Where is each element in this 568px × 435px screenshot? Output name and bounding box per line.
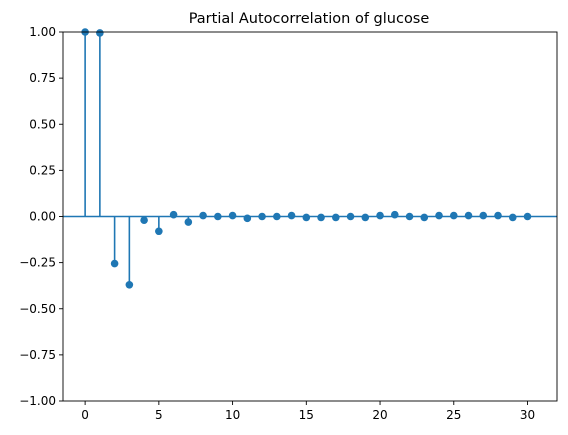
data-point-18 (346, 212, 355, 221)
data-point-30 (523, 212, 532, 221)
data-point-23 (420, 213, 429, 222)
data-point-16 (317, 213, 325, 222)
data-point-27 (479, 211, 488, 220)
x-tick-label-5: 5 (155, 408, 163, 422)
x-tick-label-25: 25 (446, 408, 461, 422)
data-point-5 (155, 227, 163, 236)
y-tick-label-6: −0.50 (19, 302, 56, 316)
data-point-9 (214, 212, 222, 221)
y-tick-label-2: 0.50 (29, 117, 56, 131)
data-point-7 (184, 218, 193, 226)
data-point-14 (287, 211, 296, 220)
data-point-6 (169, 210, 178, 219)
x-tick-label-10: 10 (225, 408, 240, 422)
y-tick-label-7: −0.75 (19, 348, 56, 362)
x-tick-label-15: 15 (299, 408, 314, 422)
data-point-20 (376, 211, 384, 220)
y-tick-label-8: −1.00 (19, 394, 56, 408)
data-point-3 (125, 280, 134, 289)
x-tick-label-0: 0 (81, 408, 89, 422)
chart-marks (63, 28, 557, 289)
data-point-13 (273, 212, 281, 221)
data-point-28 (494, 211, 502, 220)
y-tick-label-1: 0.75 (29, 71, 56, 85)
data-point-4 (140, 216, 148, 224)
data-point-17 (332, 213, 340, 222)
data-point-1 (96, 29, 104, 37)
x-tick-label-20: 20 (372, 408, 387, 422)
y-tick-label-4: 0.00 (29, 210, 56, 224)
chart-title: Partial Autocorrelation of glucose (189, 11, 430, 27)
data-point-25 (449, 211, 458, 220)
data-point-29 (508, 213, 517, 222)
y-tick-label-0: 1.00 (29, 25, 56, 39)
data-point-8 (199, 211, 207, 220)
chart-axes: 0 5 10 15 20 25 30 1.00 0.75 0.50 0.25 0.00 −0.25 −0.… (19, 25, 558, 422)
data-point-2 (110, 259, 119, 268)
data-point-24 (435, 211, 443, 220)
y-tick-label-3: 0.25 (29, 163, 56, 177)
data-point-11 (243, 214, 252, 223)
data-point-15 (302, 213, 311, 222)
data-point-26 (464, 211, 473, 220)
y-tick-label-5: −0.25 (19, 256, 56, 270)
data-point-10 (228, 211, 237, 220)
data-point-22 (405, 212, 414, 221)
data-point-19 (361, 213, 370, 222)
x-tick-label-30: 30 (520, 408, 535, 422)
data-point-21 (390, 210, 399, 219)
data-point-12 (258, 212, 266, 221)
